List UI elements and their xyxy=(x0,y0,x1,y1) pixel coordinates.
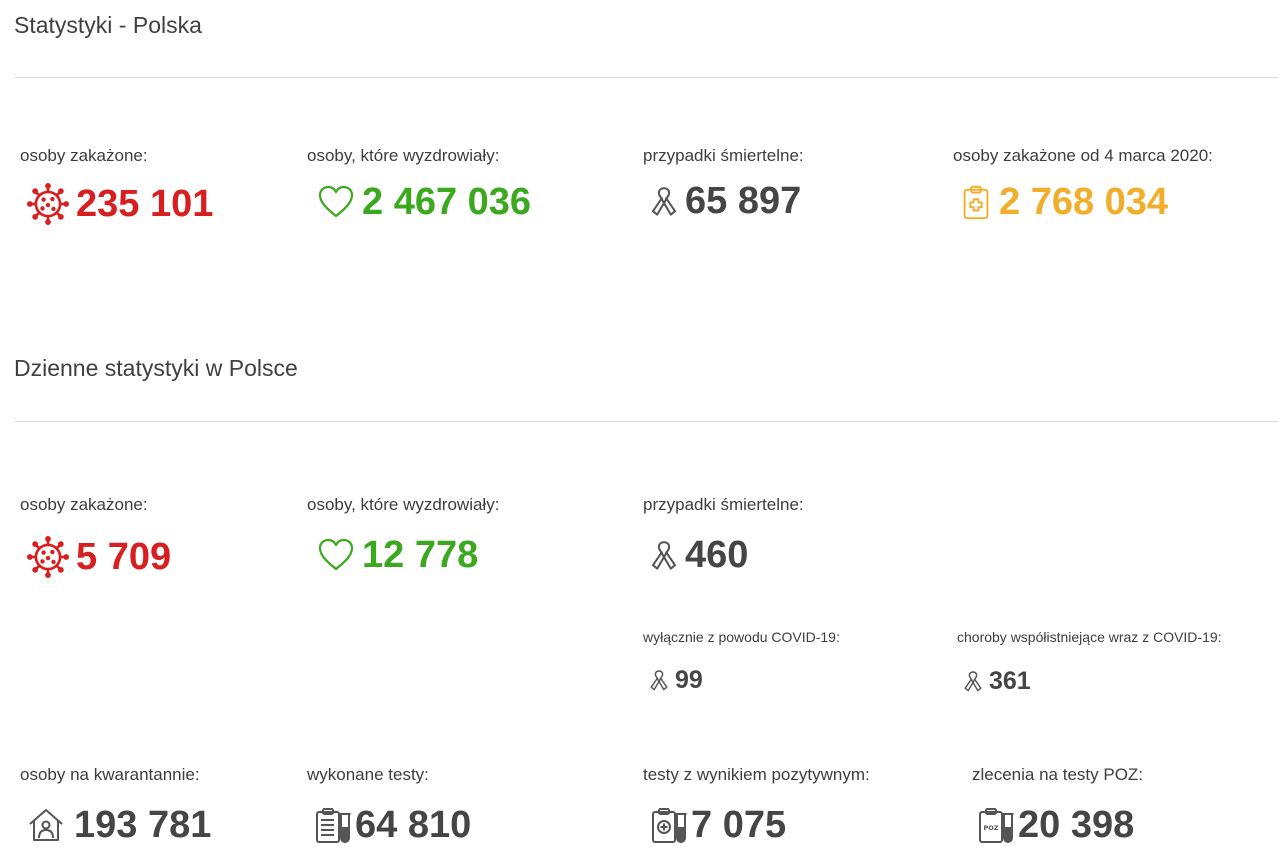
stat-value-row: 99 xyxy=(647,667,840,693)
stat-label: przypadki śmiertelne: xyxy=(643,146,804,165)
stat-label: zlecenia na testy POZ: xyxy=(972,765,1144,784)
stat-value-row: 12 778 xyxy=(316,535,499,575)
stat-value: 235 101 xyxy=(76,183,214,225)
ribbon-icon xyxy=(647,182,681,220)
section-divider xyxy=(14,77,1278,78)
stat-label: osoby zakażone: xyxy=(20,495,148,514)
stat-label: przypadki śmiertelne: xyxy=(643,495,804,514)
section-divider xyxy=(14,421,1278,422)
stat-daily-deaths: przypadki śmiertelne: 460 xyxy=(643,495,804,574)
stat-label: osoby zakażone: xyxy=(20,146,148,165)
stat-value: 65 897 xyxy=(685,180,802,222)
stat-label: osoby na kwarantannie: xyxy=(20,765,200,784)
stat-label: choroby współistniejące wraz z COVID-19: xyxy=(957,629,1222,645)
stat-value: 2 768 034 xyxy=(999,181,1169,223)
stat-label: wyłącznie z powodu COVID-19: xyxy=(643,629,840,645)
stat-label: osoby, które wyzdrowiały: xyxy=(307,146,500,165)
section-title-total: Statystyki - Polska xyxy=(14,12,202,38)
stat-total-deaths: przypadki śmiertelne: 65 897 xyxy=(643,146,804,220)
stat-value-row: 65 897 xyxy=(647,182,804,220)
stat-daily-deaths-covid-only: wyłącznie z powodu COVID-19: 99 xyxy=(643,629,840,693)
stat-daily-deaths-comorbid: choroby współistniejące wraz z COVID-19:… xyxy=(957,629,1222,694)
stat-label: osoby, które wyzdrowiały: xyxy=(307,495,500,514)
stat-label: testy z wynikiem pozytywnym: xyxy=(643,765,870,784)
stat-value: 64 810 xyxy=(355,804,472,846)
stat-value-row: 2 768 034 xyxy=(957,182,1213,222)
heart-icon xyxy=(316,535,356,575)
stat-value-row: 64 810 xyxy=(313,805,471,845)
stat-value: 2 467 036 xyxy=(362,181,532,223)
stat-value: 361 xyxy=(989,666,1031,695)
stat-value-row: 460 xyxy=(647,536,804,574)
clipboard-poz-test-tube-icon xyxy=(976,805,1016,845)
ribbon-icon xyxy=(961,668,985,694)
stat-label: osoby zakażone od 4 marca 2020: xyxy=(953,146,1213,165)
stat-value: 20 398 xyxy=(1018,804,1135,846)
stat-total-infected-since: osoby zakażone od 4 marca 2020: 2 768 03… xyxy=(953,146,1213,222)
stat-daily-tests-positive: testy z wynikiem pozytywnym: 7 075 xyxy=(643,765,870,845)
house-person-icon xyxy=(26,805,66,845)
clipboard-plus-test-tube-icon xyxy=(649,805,689,845)
stat-value-row: 361 xyxy=(961,668,1222,694)
stat-daily-infected: osoby zakażone: 5 709 xyxy=(20,495,171,579)
stat-total-infected: osoby zakażone: 235 101 xyxy=(20,146,213,226)
stat-daily-quarantine: osoby na kwarantannie: 193 781 xyxy=(20,765,211,845)
stat-value: 5 709 xyxy=(76,536,172,578)
stat-value: 99 xyxy=(675,665,703,694)
stat-value-row: 235 101 xyxy=(26,182,213,226)
ribbon-icon xyxy=(647,536,681,574)
stat-value: 12 778 xyxy=(362,534,479,576)
virus-icon xyxy=(26,535,70,579)
stat-daily-tests-done: wykonane testy: 64 810 xyxy=(307,765,471,845)
clipboard-medical-icon xyxy=(957,182,995,222)
stat-value: 460 xyxy=(685,534,749,576)
stat-value-row: 20 398 xyxy=(976,805,1143,845)
stat-value: 193 781 xyxy=(74,804,212,846)
stat-total-recovered: osoby, które wyzdrowiały: 2 467 036 xyxy=(307,146,531,222)
stat-label: wykonane testy: xyxy=(307,765,429,784)
virus-icon xyxy=(26,182,70,226)
heart-icon xyxy=(316,182,356,222)
stat-value-row: 2 467 036 xyxy=(316,182,531,222)
clipboard-test-tube-icon xyxy=(313,805,353,845)
stat-value-row: 5 709 xyxy=(26,535,171,579)
stat-value-row: 193 781 xyxy=(26,805,211,845)
section-title-daily: Dzienne statystyki w Polsce xyxy=(14,355,298,381)
stat-value-row: 7 075 xyxy=(649,805,870,845)
stat-value: 7 075 xyxy=(691,804,787,846)
ribbon-icon xyxy=(647,667,671,693)
stat-daily-poz-orders: zlecenia na testy POZ: 20 398 xyxy=(972,765,1143,845)
stat-daily-recovered: osoby, które wyzdrowiały: 12 778 xyxy=(307,495,499,575)
